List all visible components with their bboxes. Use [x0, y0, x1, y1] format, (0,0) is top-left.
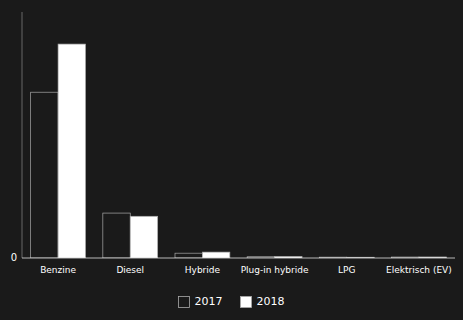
- legend-swatch: [241, 297, 252, 308]
- bar: [58, 44, 85, 258]
- legend: 2017 2018: [179, 295, 285, 308]
- x-tick-label: Plug-in hybride: [241, 265, 309, 275]
- x-tick-label: Diesel: [116, 265, 144, 275]
- legend-label: 2017: [195, 295, 223, 308]
- bar: [202, 252, 229, 258]
- bar: [130, 216, 157, 258]
- chart-container: 0 Benzine Diesel Hybride Plug-in hybride LPG E…: [0, 0, 463, 320]
- y-tick-label: 0: [11, 252, 17, 263]
- x-tick-label: Benzine: [40, 265, 76, 275]
- x-tick-label: Hybride: [185, 265, 221, 275]
- legend-swatch: [179, 297, 190, 308]
- x-tick-label: Elektrisch (EV): [386, 265, 452, 275]
- x-tick-label: LPG: [338, 265, 355, 275]
- legend-label: 2018: [257, 295, 285, 308]
- bar: [175, 253, 202, 258]
- bars: [31, 44, 447, 258]
- bar: [103, 213, 130, 258]
- background: [0, 0, 463, 320]
- chart: 0 Benzine Diesel Hybride Plug-in hybride LPG E…: [0, 0, 463, 320]
- y-axis-line: [22, 12, 23, 258]
- baseline: [22, 258, 455, 259]
- bar: [31, 92, 58, 258]
